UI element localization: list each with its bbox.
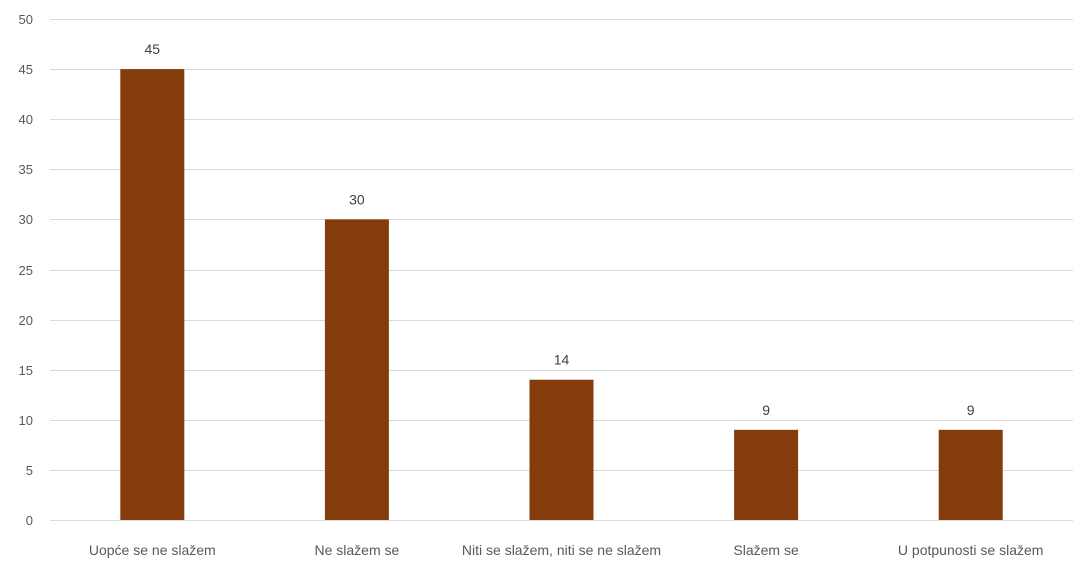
y-tick-label: 35: [19, 162, 33, 177]
x-category-label: Ne slažem se: [314, 542, 399, 558]
y-tick-label: 10: [19, 413, 33, 428]
y-tick-label: 20: [19, 313, 33, 328]
bar: [324, 219, 389, 520]
bar: [529, 379, 594, 520]
bar-data-label: 45: [145, 41, 161, 57]
y-tick-label: 40: [19, 112, 33, 127]
data-labels: 45 30 14 9 9: [145, 41, 975, 418]
bar: [938, 429, 1003, 520]
bar-data-label: 9: [967, 402, 975, 418]
bar-data-label: 9: [762, 402, 770, 418]
gridlines: [50, 19, 1073, 521]
x-category-label: Niti se slažem, niti se ne slažem: [462, 542, 661, 558]
y-tick-label: 5: [26, 463, 33, 478]
bars: [120, 69, 1003, 520]
y-tick-label: 25: [19, 263, 33, 278]
x-category-label: Uopće se ne slažem: [89, 542, 216, 558]
bar: [120, 69, 185, 520]
bar-data-label: 14: [554, 352, 570, 368]
bar-data-label: 30: [349, 191, 365, 207]
y-tick-label: 15: [19, 363, 33, 378]
x-category-label: Slažem se: [733, 542, 799, 558]
bar: [734, 429, 799, 520]
x-axis-categories: Uopće se ne slažem Ne slažem se Niti se sl…: [89, 542, 1044, 558]
y-tick-label: 50: [19, 12, 33, 27]
x-category-label: U potpunosti se slažem: [898, 542, 1044, 558]
y-tick-label: 30: [19, 212, 33, 227]
y-axis-ticks: 0 5 10 15 20 25 30 35 40 45 50: [19, 12, 33, 528]
y-tick-label: 45: [19, 62, 33, 77]
y-tick-label: 0: [26, 513, 33, 528]
